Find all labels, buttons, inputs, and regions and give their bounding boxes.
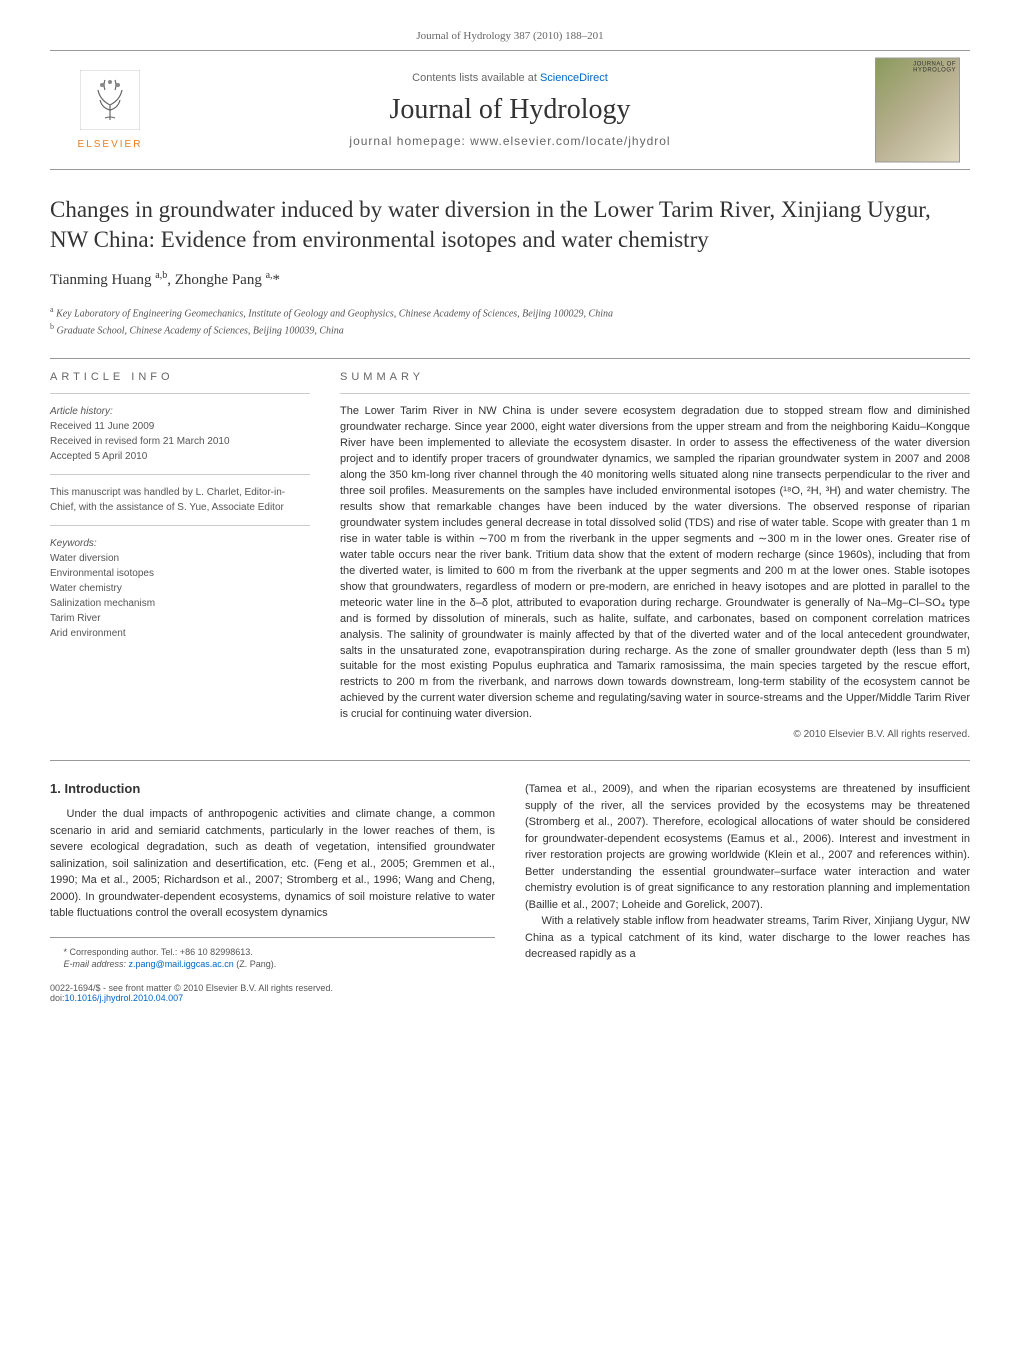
email-line: E-mail address: z.pang@mail.iggcas.ac.cn…	[50, 958, 495, 971]
cover-thumb-label: JOURNAL OF HYDROLOGY	[879, 62, 956, 74]
keyword-item: Environmental isotopes	[50, 566, 310, 581]
homepage-prefix: journal homepage:	[349, 134, 470, 148]
article-history-block: Article history: Received 11 June 2009Re…	[50, 404, 310, 464]
keyword-item: Water diversion	[50, 551, 310, 566]
header-bar: ELSEVIER Contents lists available at Sci…	[50, 50, 970, 170]
keyword-item: Arid environment	[50, 626, 310, 641]
intro-right-para-2: With a relatively stable inflow from hea…	[525, 913, 970, 963]
keyword-item: Water chemistry	[50, 581, 310, 596]
journal-cover-thumb[interactable]: JOURNAL OF HYDROLOGY	[875, 58, 960, 163]
keyword-item: Salinization mechanism	[50, 596, 310, 611]
history-line: Received in revised form 21 March 2010	[50, 434, 310, 449]
doi-link[interactable]: 10.1016/j.jhydrol.2010.04.007	[65, 993, 184, 1003]
doi-label: doi:	[50, 993, 65, 1003]
divider	[50, 358, 970, 359]
keywords-block: Keywords: Water diversionEnvironmental i…	[50, 536, 310, 641]
summary-text: The Lower Tarim River in NW China is und…	[340, 404, 970, 723]
email-suffix: (Z. Pang).	[234, 959, 277, 969]
sub-divider	[50, 525, 310, 526]
intro-right-para-1: (Tamea et al., 2009), and when the ripar…	[525, 781, 970, 913]
summary-column: SUMMARY The Lower Tarim River in NW Chin…	[340, 371, 970, 740]
sub-divider	[50, 474, 310, 475]
elsevier-logo[interactable]: ELSEVIER	[60, 70, 160, 150]
affiliations: a Key Laboratory of Engineering Geomecha…	[50, 304, 970, 339]
summary-heading: SUMMARY	[340, 371, 970, 383]
email-label: E-mail address:	[64, 959, 129, 969]
elsevier-tree-icon	[80, 70, 140, 130]
keyword-item: Tarim River	[50, 611, 310, 626]
affiliation-line: b Graduate School, Chinese Academy of Sc…	[50, 321, 970, 338]
footer-block: * Corresponding author. Tel.: +86 10 829…	[50, 937, 495, 1003]
publisher-label: ELSEVIER	[60, 139, 160, 150]
handled-by-block: This manuscript was handled by L. Charle…	[50, 485, 310, 515]
divider	[50, 760, 970, 761]
history-label: Article history:	[50, 404, 310, 419]
article-info-column: ARTICLE INFO Article history: Received 1…	[50, 371, 310, 740]
journal-homepage-line: journal homepage: www.elsevier.com/locat…	[170, 134, 850, 148]
history-line: Received 11 June 2009	[50, 419, 310, 434]
info-summary-row: ARTICLE INFO Article history: Received 1…	[50, 371, 970, 740]
corresponding-author-note: * Corresponding author. Tel.: +86 10 829…	[50, 946, 495, 959]
body-right-column: (Tamea et al., 2009), and when the ripar…	[525, 781, 970, 1003]
intro-heading: 1. Introduction	[50, 781, 495, 796]
copyright-line: © 2010 Elsevier B.V. All rights reserved…	[340, 729, 970, 740]
article-title: Changes in groundwater induced by water …	[50, 195, 970, 255]
journal-name: Journal of Hydrology	[170, 94, 850, 126]
intro-left-para: Under the dual impacts of anthropogenic …	[50, 806, 495, 922]
contents-prefix: Contents lists available at	[412, 72, 540, 84]
doi-block: 0022-1694/$ - see front matter © 2010 El…	[50, 983, 495, 1003]
homepage-url[interactable]: www.elsevier.com/locate/jhydrol	[470, 134, 670, 148]
body-left-column: 1. Introduction Under the dual impacts o…	[50, 781, 495, 1003]
keywords-label: Keywords:	[50, 536, 310, 551]
sub-divider	[340, 393, 970, 394]
journal-citation: Journal of Hydrology 387 (2010) 188–201	[50, 30, 970, 42]
email-link[interactable]: z.pang@mail.iggcas.ac.cn	[129, 959, 234, 969]
history-line: Accepted 5 April 2010	[50, 449, 310, 464]
front-matter-line: 0022-1694/$ - see front matter © 2010 El…	[50, 983, 495, 993]
article-info-heading: ARTICLE INFO	[50, 371, 310, 383]
sub-divider	[50, 393, 310, 394]
contents-list-line: Contents lists available at ScienceDirec…	[170, 72, 850, 84]
affiliation-line: a Key Laboratory of Engineering Geomecha…	[50, 304, 970, 321]
header-center: Contents lists available at ScienceDirec…	[50, 72, 970, 148]
body-columns: 1. Introduction Under the dual impacts o…	[50, 781, 970, 1003]
authors-line: Tianming Huang a,b, Zhonghe Pang a,*	[50, 270, 970, 289]
sciencedirect-link[interactable]: ScienceDirect	[540, 72, 608, 84]
